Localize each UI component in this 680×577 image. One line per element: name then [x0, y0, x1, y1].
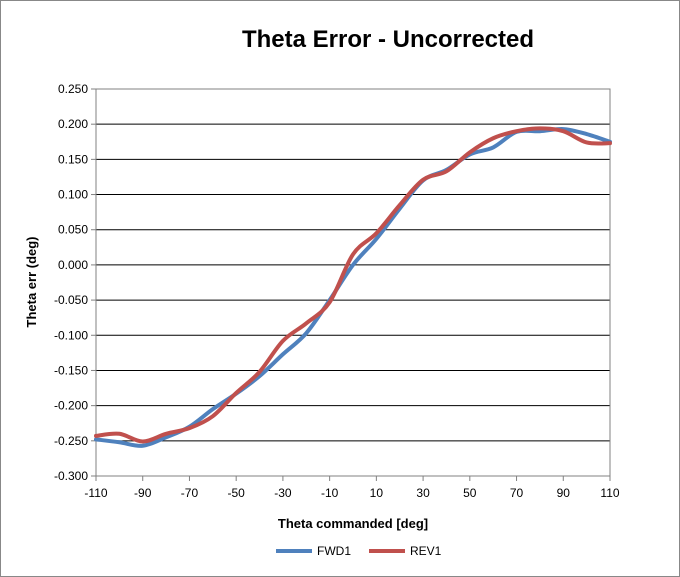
- series-layer: [94, 126, 612, 448]
- y-tick-label-5: 0.000: [58, 258, 88, 272]
- x-axis-ticks: -110 -90 -70 -50 -30 -10 10 30 50 70 90 110: [84, 476, 620, 500]
- y-tick-label-0: 0.250: [58, 82, 88, 96]
- y-axis-title: Theta err (deg): [24, 236, 39, 327]
- y-axis-ticks: 0.250 0.200 0.150 0.100 0.050 0.000 -0.050 -0.1…: [54, 82, 96, 483]
- x-tick-label-10: 90: [557, 486, 571, 500]
- legend: FWD1 REV1: [276, 544, 442, 558]
- x-tick-label-6: 10: [370, 486, 384, 500]
- x-tick-label-5: -10: [321, 486, 339, 500]
- x-tick-label-1: -90: [134, 486, 152, 500]
- plot-area: [95, 88, 611, 477]
- legend-label-rev1: REV1: [410, 544, 442, 558]
- x-tick-label-9: 70: [510, 486, 524, 500]
- y-tick-label-9: -0.200: [54, 399, 88, 413]
- y-tick-label-4: 0.050: [58, 223, 88, 237]
- x-axis-title: Theta commanded [deg]: [278, 516, 428, 531]
- x-tick-label-7: 30: [416, 486, 430, 500]
- series-line-fwd1: [94, 127, 612, 448]
- legend-label-fwd1: FWD1: [317, 544, 351, 558]
- y-tick-label-1: 0.200: [58, 117, 88, 131]
- y-tick-label-3: 0.100: [58, 188, 88, 202]
- x-tick-label-3: -50: [228, 486, 246, 500]
- chart-title: Theta Error - Uncorrected: [242, 26, 534, 53]
- y-tick-label-10: -0.250: [54, 434, 88, 448]
- x-tick-label-8: 50: [463, 486, 477, 500]
- y-tick-label-11: -0.300: [54, 469, 88, 483]
- series-line-rev1: [94, 126, 612, 444]
- y-tick-label-7: -0.100: [54, 328, 88, 342]
- y-tick-label-6: -0.050: [54, 293, 88, 307]
- gridlines: [96, 88, 610, 477]
- y-tick-label-2: 0.150: [58, 152, 88, 166]
- x-tick-label-2: -70: [181, 486, 199, 500]
- x-tick-label-4: -30: [274, 486, 292, 500]
- x-tick-label-11: 110: [600, 486, 619, 500]
- x-tick-label-0: -110: [84, 486, 107, 500]
- y-tick-label-8: -0.150: [54, 363, 88, 377]
